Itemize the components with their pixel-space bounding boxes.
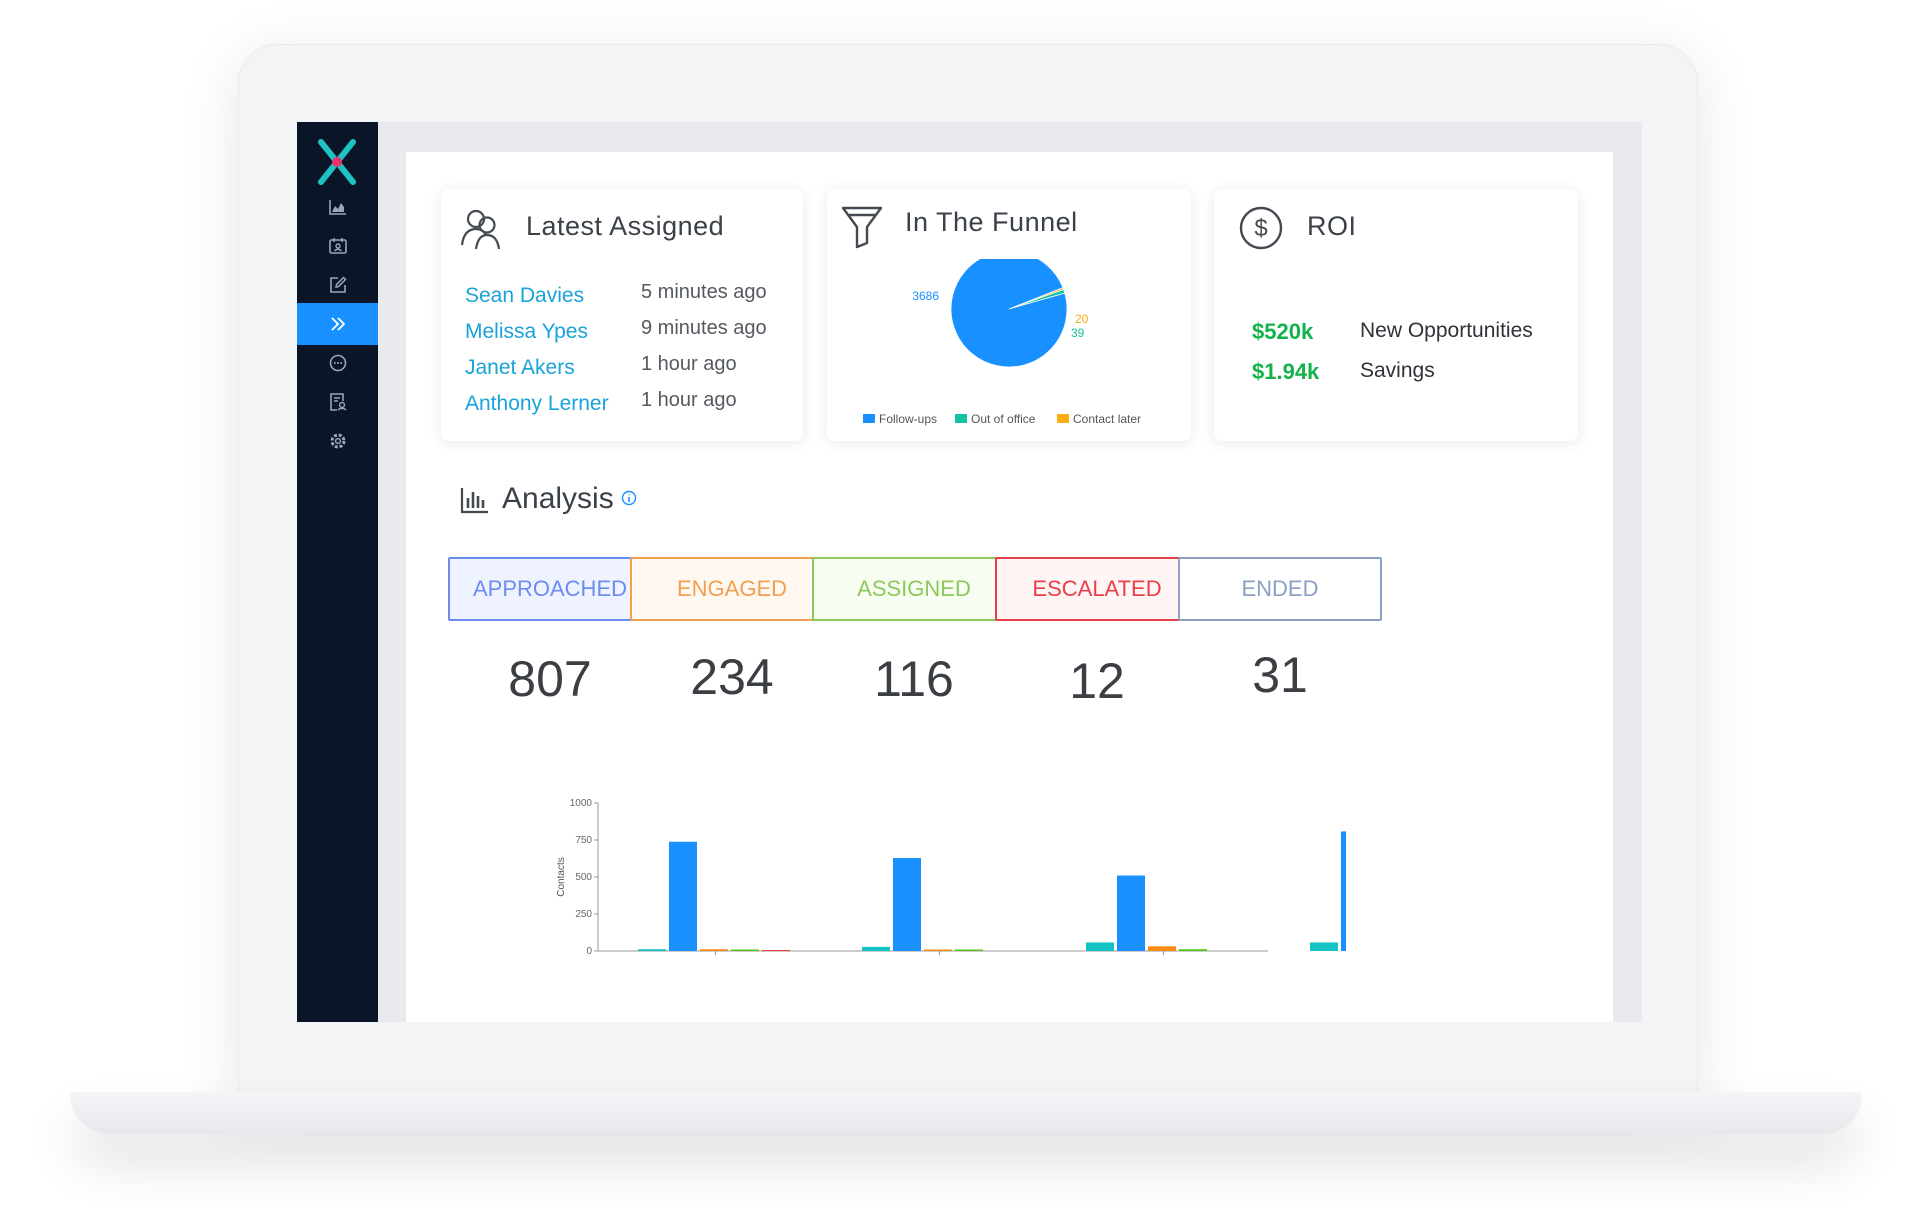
bar[interactable]: [638, 949, 666, 951]
legend-label: Contact later: [1073, 412, 1141, 426]
roi-card: $ ROI $520k New Opportunities $1.94k Sav…: [1214, 189, 1578, 441]
stat-box-ended[interactable]: ENDED: [1178, 557, 1382, 621]
pie-slice-follow-ups[interactable]: [950, 259, 1068, 368]
settings-icon: [330, 433, 345, 449]
nav-item-reports[interactable]: [297, 381, 378, 423]
bar[interactable]: [1086, 942, 1114, 951]
report-icon: [329, 393, 346, 411]
area-chart-icon: [328, 200, 346, 215]
assignee-link[interactable]: Sean Davies: [465, 284, 585, 307]
stat-label: APPROACHED: [472, 576, 628, 601]
assignee-link[interactable]: Anthony Lerner: [465, 392, 609, 415]
bar[interactable]: [700, 949, 728, 951]
y-tick-label: 750: [575, 835, 592, 846]
latest-assigned-title: Latest Assigned: [526, 211, 725, 241]
nav-item-settings[interactable]: [297, 420, 378, 462]
bar[interactable]: [1148, 946, 1176, 951]
latest-assigned-card: Latest Assigned Sean Davies 5 minutes ag…: [441, 189, 803, 441]
stat-box-escalated[interactable]: ESCALATED: [995, 557, 1199, 621]
y-axis-title: Contacts: [556, 857, 567, 896]
roi-label: New Opportunities: [1360, 319, 1533, 342]
y-tick-label: 0: [586, 946, 592, 957]
bar[interactable]: [669, 841, 697, 951]
stat-label: ESCALATED: [1032, 576, 1162, 601]
bar[interactable]: [1310, 942, 1338, 951]
edit-icon: [329, 276, 347, 293]
legend-swatch: [955, 414, 967, 423]
legend-swatch: [1057, 414, 1069, 423]
roi-title: ROI: [1307, 211, 1357, 241]
assigned-time: 9 minutes ago: [641, 317, 767, 339]
bar-chart-icon: [460, 488, 488, 514]
y-tick-label: 250: [575, 909, 592, 920]
double-chevron-right-icon: [330, 317, 345, 331]
bar[interactable]: [1117, 875, 1145, 951]
stat-box-assigned[interactable]: ASSIGNED: [812, 557, 1016, 621]
stat-value: 807: [508, 651, 592, 707]
bar[interactable]: [1179, 949, 1207, 951]
pie-data-label: 20: [1075, 312, 1089, 326]
stat-value: 234: [690, 649, 774, 705]
assignee-link[interactable]: Melissa Ypes: [465, 320, 588, 343]
y-tick-label: 1000: [570, 798, 593, 809]
dollar-icon: $: [1239, 206, 1283, 250]
y-tick-label: 500: [575, 872, 592, 883]
contact-card-icon: [328, 238, 347, 254]
bar[interactable]: [1341, 831, 1346, 951]
nav-item-funnel[interactable]: [297, 303, 378, 345]
stat-label: ASSIGNED: [857, 576, 971, 601]
legend-label: Follow-ups: [879, 412, 937, 426]
funnel-card: In The Funnel 3686 20 39 Follow-ups Out o…: [827, 189, 1191, 441]
svg-text:$: $: [1254, 215, 1267, 242]
app-screen: Latest Assigned Sean Davies 5 minutes ag…: [297, 122, 1642, 1022]
contacts-bar-chart: 0 250 500 750 1000 Contacts: [556, 798, 1346, 957]
nav-item-dashboard[interactable]: [297, 186, 378, 228]
nav-item-edit[interactable]: [297, 264, 378, 306]
nav-item-contacts[interactable]: [297, 225, 378, 267]
bar[interactable]: [731, 949, 759, 951]
bar[interactable]: [924, 949, 952, 951]
legend-label: Out of office: [971, 412, 1036, 426]
sidebar: [297, 122, 378, 1022]
stat-label: ENGAGED: [676, 576, 788, 601]
message-icon: [329, 354, 346, 372]
stat-value: 116: [874, 651, 954, 707]
bar[interactable]: [893, 858, 921, 951]
stat-box-engaged[interactable]: ENGAGED: [630, 557, 834, 621]
assigned-time: 1 hour ago: [641, 353, 737, 375]
bar[interactable]: [955, 949, 983, 951]
laptop-base: [70, 1092, 1862, 1134]
funnel-pie-chart: 3686 20 39 Follow-ups Out of office Contac…: [863, 259, 1141, 426]
funnel-icon: [841, 206, 883, 249]
info-icon[interactable]: [621, 490, 637, 506]
bar[interactable]: [762, 950, 790, 951]
stat-label: ENDED: [1241, 576, 1319, 601]
roi-value: $1.94k: [1252, 359, 1320, 384]
pie-data-label: 3686: [912, 289, 939, 303]
pie-data-label: 39: [1071, 326, 1085, 340]
main-content: Latest Assigned Sean Davies 5 minutes ag…: [406, 152, 1613, 1022]
funnel-title: In The Funnel: [905, 207, 1078, 237]
stat-value: 31: [1252, 647, 1308, 703]
analysis-title: Analysis: [502, 482, 614, 515]
app-logo: [318, 139, 356, 185]
roi-label: Savings: [1360, 359, 1435, 382]
stat-box-approached[interactable]: APPROACHED: [448, 557, 652, 621]
roi-value: $520k: [1252, 319, 1314, 344]
nav-item-messages[interactable]: [297, 342, 378, 384]
assigned-time: 5 minutes ago: [641, 281, 767, 303]
assignee-link[interactable]: Janet Akers: [465, 356, 575, 379]
legend-swatch: [863, 414, 875, 423]
bar[interactable]: [862, 946, 890, 951]
stat-value: 12: [1069, 653, 1125, 709]
assigned-time: 1 hour ago: [641, 389, 737, 411]
users-icon: [460, 209, 501, 250]
